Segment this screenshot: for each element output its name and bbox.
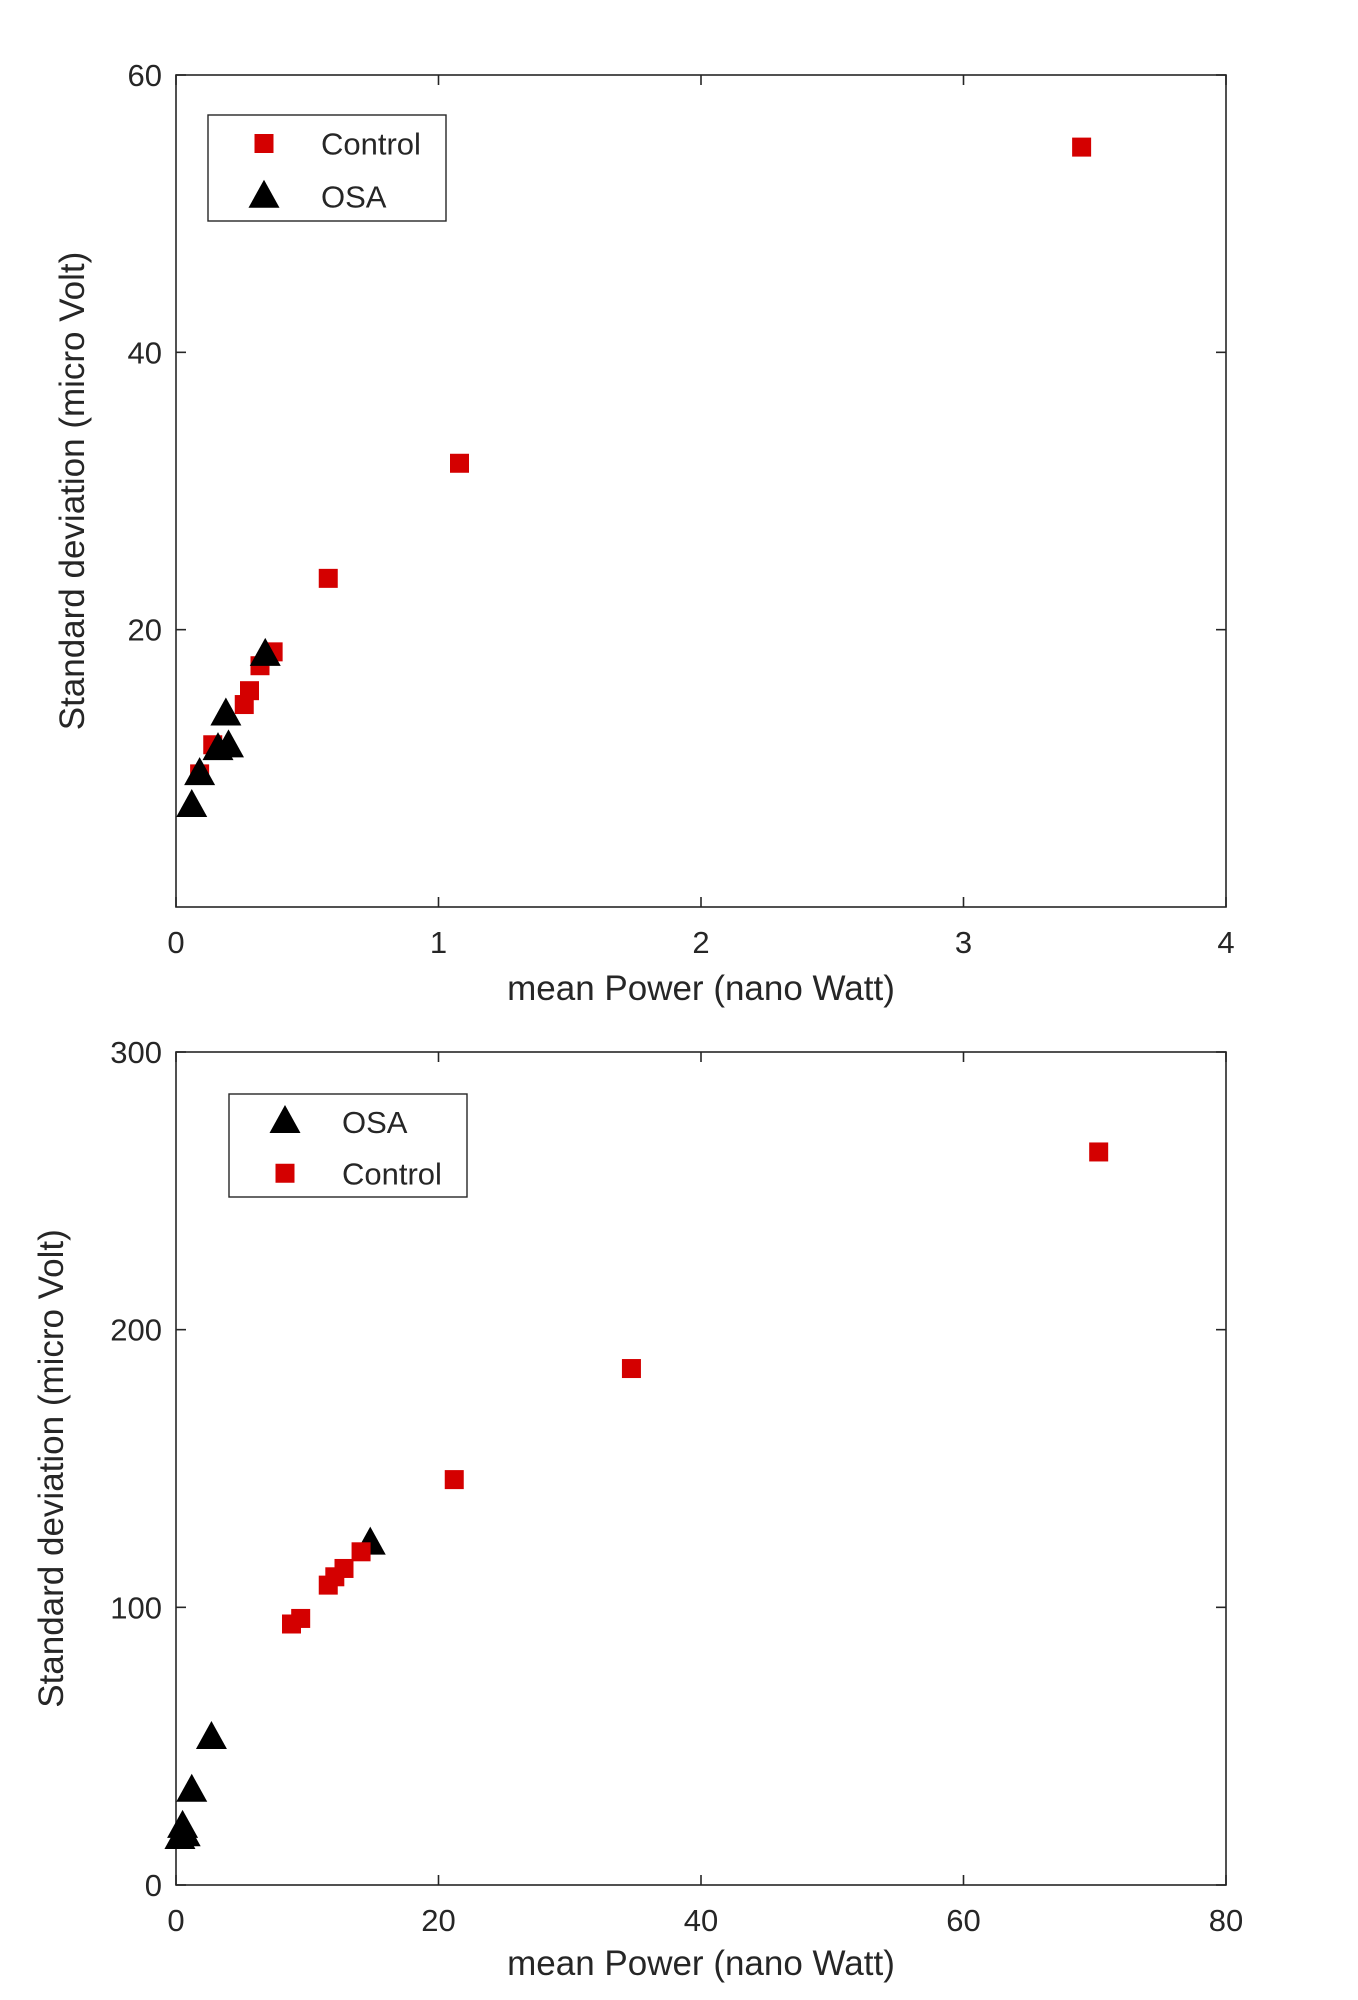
x-axis-label: mean Power (nano Watt) bbox=[507, 1944, 895, 1983]
data-point-osa bbox=[213, 729, 244, 758]
data-point-control bbox=[444, 1470, 464, 1490]
data-point-control bbox=[334, 1558, 354, 1578]
x-tick-label: 40 bbox=[684, 1903, 718, 1938]
data-point-osa bbox=[210, 697, 242, 726]
y-tick-label: 300 bbox=[110, 1035, 162, 1070]
data-point-control bbox=[1089, 1142, 1109, 1162]
data-point-osa bbox=[249, 637, 281, 666]
y-tick-label: 40 bbox=[128, 335, 162, 370]
y-tick-label: 20 bbox=[128, 613, 162, 648]
x-tick-label: 3 bbox=[955, 925, 972, 960]
legend-label-control: Control bbox=[321, 127, 421, 162]
legend-marker-osa bbox=[269, 1104, 301, 1133]
x-tick-label: 80 bbox=[1209, 1903, 1243, 1938]
y-tick-label: 60 bbox=[128, 58, 162, 93]
x-tick-label: 1 bbox=[430, 925, 447, 960]
chart-2: 0 20 40 60 80 0 100 200 300 mean Power (nano Watt… bbox=[32, 1035, 1243, 1983]
data-point-osa bbox=[184, 757, 216, 786]
data-point-control bbox=[351, 1542, 371, 1562]
y-tick-label: 100 bbox=[110, 1590, 162, 1625]
x-axis-label: mean Power (nano Watt) bbox=[507, 969, 895, 1008]
y-tick-label: 0 bbox=[145, 1868, 162, 1903]
y-axis-label: Standard deviation (micro Volt) bbox=[53, 252, 92, 731]
x-tick-label: 2 bbox=[692, 925, 709, 960]
data-point-control bbox=[621, 1359, 641, 1379]
data-point-osa bbox=[195, 1721, 227, 1750]
data-point-control bbox=[318, 568, 338, 588]
legend-marker-control bbox=[275, 1163, 295, 1183]
legend: OSA Control bbox=[228, 1093, 468, 1198]
legend: Control OSA bbox=[207, 114, 447, 222]
data-point-osa bbox=[169, 1818, 201, 1847]
chart-1: 0 1 2 3 4 20 40 60 mean Power (nano Watt) Standar… bbox=[53, 58, 1235, 1008]
x-tick-label: 0 bbox=[167, 1903, 184, 1938]
legend-marker-osa bbox=[248, 179, 280, 208]
legend-marker-control bbox=[254, 134, 274, 153]
x-tick-label: 60 bbox=[946, 1903, 980, 1938]
x-tick-label: 0 bbox=[167, 925, 184, 960]
legend-label-control: Control bbox=[342, 1156, 442, 1191]
legend-label-osa: OSA bbox=[342, 1105, 408, 1140]
data-point-control bbox=[291, 1608, 311, 1628]
series-control bbox=[282, 1142, 1109, 1634]
data-point-control bbox=[450, 453, 469, 473]
data-point-control bbox=[1072, 137, 1092, 157]
data-point-osa bbox=[176, 1773, 208, 1802]
data-point-control bbox=[240, 681, 259, 701]
legend-box bbox=[228, 1093, 468, 1198]
x-tick-label: 20 bbox=[421, 1903, 455, 1938]
legend-box bbox=[207, 114, 447, 222]
legend-label-osa: OSA bbox=[321, 180, 387, 215]
y-axis-label: Standard deviation (micro Volt) bbox=[32, 1229, 71, 1708]
y-tick-label: 200 bbox=[110, 1313, 162, 1348]
data-point-osa bbox=[176, 788, 208, 817]
series-osa bbox=[176, 637, 281, 817]
x-tick-label: 4 bbox=[1217, 925, 1234, 960]
